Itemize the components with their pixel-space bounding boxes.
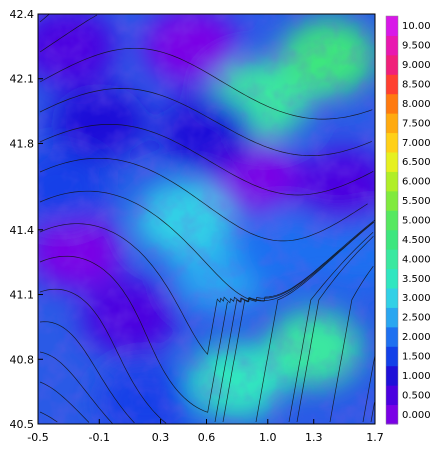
colorbar-swatch — [386, 93, 398, 114]
x-tick-label: 0.3 — [152, 431, 170, 444]
heatmap-texture — [38, 14, 375, 424]
streamline — [39, 14, 98, 53]
streamline — [39, 14, 50, 23]
colorbar-label: 1.500 — [402, 352, 431, 363]
y-tick-label: 42.1 — [10, 73, 35, 86]
y-tick-label: 41.4 — [10, 224, 35, 237]
streamlines — [39, 14, 375, 424]
colorbar-label: 8.000 — [402, 99, 431, 110]
streamline — [39, 255, 228, 413]
colorbar-label: 2.500 — [402, 313, 431, 324]
colorbar-frame — [385, 15, 399, 425]
colorbar-swatch — [386, 268, 398, 289]
streamline — [39, 288, 167, 424]
x-tick-label: 1.3 — [305, 431, 323, 444]
streamline — [39, 123, 374, 196]
colorbar: 0.000 0.500 1.000 1.500 2.000 2.500 3.000 3.500… — [385, 15, 431, 425]
colorbar-label: 3.000 — [402, 293, 431, 304]
y-tick-label: 42.4 — [10, 8, 35, 21]
y-tick-label: 41.8 — [10, 137, 35, 150]
x-axis: -0.5 -0.1 0.3 0.6 1.0 1.3 1.7 — [27, 419, 384, 444]
colorbar-swatch — [386, 152, 398, 172]
streamline — [39, 190, 341, 302]
streamline — [296, 236, 374, 423]
streamline — [39, 88, 372, 156]
x-tick-label: 1.7 — [366, 431, 384, 444]
colorbar-label: 0.000 — [402, 410, 431, 421]
streamline — [39, 381, 90, 423]
x-tick-label: 0.6 — [198, 431, 216, 444]
colorbar-swatch — [386, 404, 398, 425]
colorbar-label: 8.500 — [402, 80, 431, 91]
x-tick-label: -0.5 — [27, 431, 48, 444]
heatmap-field — [38, 14, 375, 424]
streamline — [39, 223, 262, 355]
colorbar-swatch — [386, 35, 398, 56]
colorbar-label: 5.500 — [402, 196, 431, 207]
colorbar-label: 6.000 — [402, 177, 431, 188]
colorbar-label: 10.00 — [402, 21, 431, 32]
colorbar-swatch — [386, 16, 398, 36]
colorbar-swatch — [386, 385, 398, 406]
streamline — [39, 321, 135, 424]
colorbar-label: 3.500 — [402, 274, 431, 285]
streamline — [39, 47, 373, 120]
streamline — [255, 221, 375, 423]
streamline — [288, 232, 374, 423]
streamline — [39, 157, 368, 242]
y-tick-label: 40.5 — [10, 418, 35, 431]
colorbar-label: 9.000 — [402, 60, 431, 71]
y-tick-label: 41.1 — [10, 289, 35, 302]
colorbar-swatch — [386, 346, 398, 367]
colorbar-swatch — [386, 113, 398, 134]
colorbar-swatch — [386, 229, 398, 250]
colorbar-swatch — [386, 132, 398, 153]
x-tick-label: -0.1 — [89, 431, 110, 444]
colorbar-swatch — [386, 326, 398, 347]
colorbar-label: 6.500 — [402, 157, 431, 168]
colorbar-label: 7.000 — [402, 138, 431, 149]
colorbar-label: 5.000 — [402, 216, 431, 227]
colorbar-swatch — [386, 190, 398, 211]
y-tick-label: 40.8 — [10, 353, 35, 366]
colorbar-swatch — [386, 365, 398, 386]
y-axis: 42.4 42.1 41.8 41.4 41.1 40.8 40.5 — [10, 8, 43, 431]
streamline — [329, 265, 374, 423]
streamline — [214, 219, 375, 423]
colorbar-swatch — [386, 307, 398, 328]
colorbar-label: 7.500 — [402, 118, 431, 129]
colorbar-swatch — [386, 210, 398, 231]
streamline — [362, 355, 375, 423]
colorbar-swatch — [386, 249, 398, 270]
colorbar-swatch — [386, 74, 398, 95]
colorbar-label: 4.000 — [402, 254, 431, 265]
streamline — [39, 351, 113, 424]
colorbar-label: 4.500 — [402, 235, 431, 246]
colorbar-swatch — [386, 171, 398, 192]
colorbar-label: 0.500 — [402, 390, 431, 401]
colorbar-label: 2.000 — [402, 332, 431, 343]
colorbar-swatch — [386, 54, 398, 75]
colorbar-swatch — [386, 288, 398, 308]
streamline — [370, 402, 375, 423]
colorbar-label: 1.000 — [402, 371, 431, 382]
x-tick-label: 1.0 — [259, 431, 277, 444]
streamline — [39, 411, 58, 423]
colorbar-label: 9.500 — [402, 41, 431, 52]
